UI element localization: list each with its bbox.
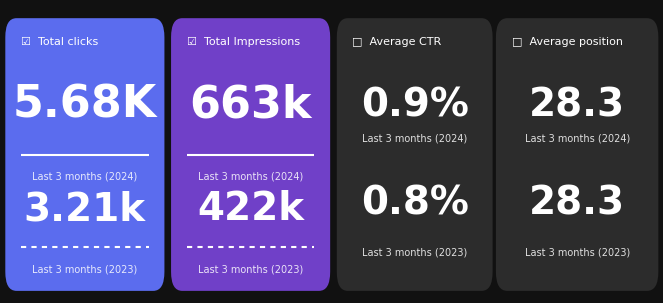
Text: Last 3 months (2024): Last 3 months (2024): [524, 133, 630, 143]
FancyBboxPatch shape: [171, 18, 330, 291]
Text: Last 3 months (2024): Last 3 months (2024): [32, 171, 137, 181]
Text: 0.8%: 0.8%: [361, 185, 469, 223]
Text: 28.3: 28.3: [529, 185, 625, 223]
Text: Last 3 months (2023): Last 3 months (2023): [32, 264, 137, 274]
Text: Last 3 months (2024): Last 3 months (2024): [362, 133, 467, 143]
FancyBboxPatch shape: [496, 18, 658, 291]
Text: ☑  Total clicks: ☑ Total clicks: [21, 37, 99, 47]
Text: 5.68K: 5.68K: [13, 84, 157, 127]
Text: Last 3 months (2023): Last 3 months (2023): [198, 264, 303, 274]
Text: 422k: 422k: [197, 190, 304, 228]
Text: □  Average position: □ Average position: [512, 37, 623, 47]
FancyBboxPatch shape: [337, 18, 493, 291]
Text: 3.21k: 3.21k: [24, 190, 146, 228]
Text: Last 3 months (2023): Last 3 months (2023): [362, 248, 467, 258]
Text: 0.9%: 0.9%: [361, 86, 469, 125]
Text: Last 3 months (2024): Last 3 months (2024): [198, 171, 303, 181]
FancyBboxPatch shape: [5, 18, 164, 291]
Text: □  Average CTR: □ Average CTR: [353, 37, 442, 47]
Text: 663k: 663k: [190, 84, 312, 127]
Text: Last 3 months (2023): Last 3 months (2023): [524, 248, 630, 258]
Text: 28.3: 28.3: [529, 86, 625, 125]
Text: ☑  Total Impressions: ☑ Total Impressions: [187, 37, 300, 47]
